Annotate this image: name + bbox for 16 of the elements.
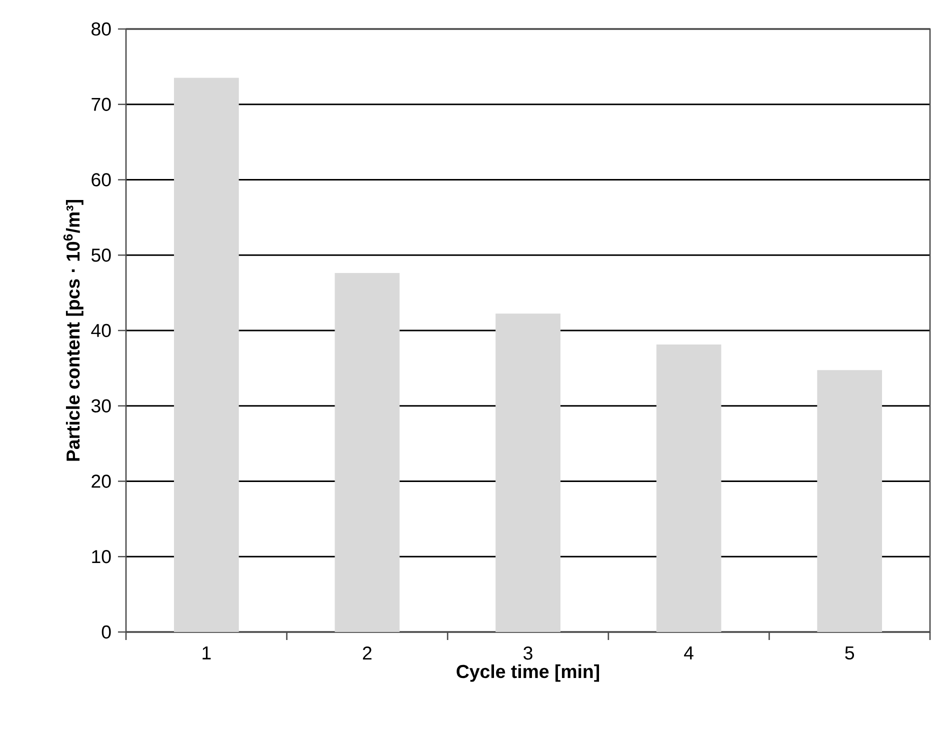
y-tick-label: 70 bbox=[92, 98, 111, 111]
y-axis-title: Particle content [pcs · 10$^{6}$/m³] bbox=[63, 200, 84, 461]
x-tick-label: 1 bbox=[202, 646, 211, 660]
y-tick-label: 40 bbox=[91, 324, 111, 338]
x-tick-label: 2 bbox=[362, 646, 372, 660]
y-tick-label: 20 bbox=[92, 474, 111, 488]
y-tick-label: 0 bbox=[102, 625, 111, 639]
x-tick-label: 4 bbox=[684, 646, 694, 660]
x-tick-label: 5 bbox=[845, 646, 854, 660]
y-tick-label: 80 bbox=[92, 22, 111, 36]
y-tick-label: 30 bbox=[91, 399, 111, 412]
y-tick-label: 10 bbox=[92, 550, 111, 564]
y-tick-label: 50 bbox=[92, 248, 111, 262]
x-tick-label: 3 bbox=[524, 646, 532, 660]
x-axis-title: Cycle time [min] bbox=[456, 664, 600, 682]
y-tick-label: 60 bbox=[92, 173, 111, 186]
